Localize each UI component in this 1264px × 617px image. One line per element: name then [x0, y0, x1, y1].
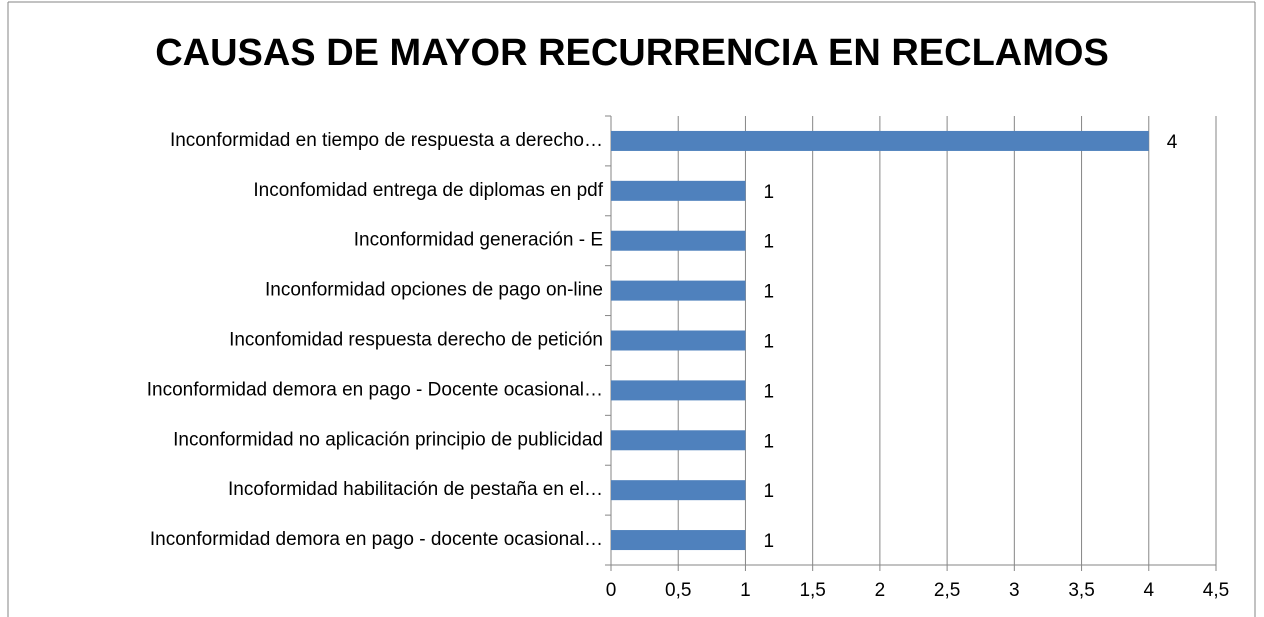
x-tick-label: 0,5: [665, 580, 691, 601]
x-tick-label: 3,5: [1068, 580, 1094, 601]
data-label: 1: [763, 431, 774, 452]
bar: [611, 280, 746, 301]
y-tick-label: Inconformidad demora en pago - docente o…: [150, 529, 603, 550]
bar: [611, 230, 746, 251]
x-tick-label: 1: [740, 580, 751, 601]
x-tick-label: 4: [1143, 580, 1154, 601]
data-label: 1: [763, 182, 774, 203]
y-tick-label: Inconformidad generación - E: [354, 230, 603, 251]
data-label: 1: [763, 282, 774, 303]
bar: [611, 180, 746, 201]
y-tick-label: Incoformidad habilitación de pestaña en …: [228, 479, 603, 500]
y-tick-label: Inconformidad opciones de pago on-line: [265, 280, 603, 301]
y-tick-label: Inconformidad demora en pago - Docente o…: [147, 379, 603, 400]
bar: [611, 380, 746, 401]
bar: [611, 480, 746, 501]
data-label: 1: [763, 381, 774, 402]
y-tick-label: Inconfomidad entrega de diplomas en pdf: [253, 180, 603, 201]
bar: [611, 330, 746, 351]
y-tick-label: Inconformidad en tiempo de respuesta a d…: [170, 130, 603, 151]
data-label: 1: [763, 232, 774, 253]
x-tick-label: 4,5: [1203, 580, 1229, 601]
chart-title: CAUSAS DE MAYOR RECURRENCIA EN RECLAMOS: [155, 32, 1109, 74]
data-label: 1: [763, 332, 774, 353]
data-label: 1: [763, 531, 774, 552]
bar: [611, 430, 746, 451]
y-tick-label: Inconformidad no aplicación principio de…: [173, 429, 603, 450]
bar: [611, 530, 746, 551]
x-tick-label: 0: [606, 580, 617, 601]
x-tick-label: 1,5: [799, 580, 825, 601]
x-tick-label: 3: [1009, 580, 1020, 601]
data-label: 4: [1167, 132, 1178, 153]
x-tick-label: 2,5: [934, 580, 960, 601]
data-label: 1: [763, 481, 774, 502]
y-tick-label: Inconfomidad respuesta derecho de petici…: [229, 330, 603, 351]
x-tick-label: 2: [875, 580, 886, 601]
bar: [611, 130, 1149, 151]
